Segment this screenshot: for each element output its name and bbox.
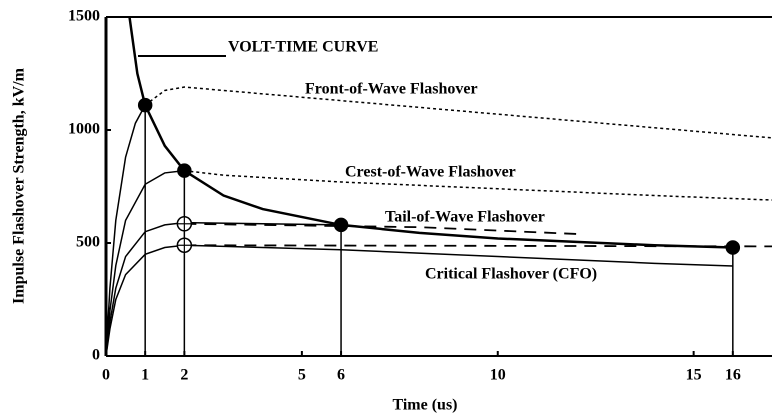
series-line [105,221,342,357]
series-line [184,244,772,248]
annotation: VOLT-TIME CURVE [228,39,378,56]
annotation: Front-of-Wave Flashover [305,81,478,98]
x-axis-label: Time (us) [392,397,457,414]
series-line [144,86,772,139]
annotation: Critical Flashover (CFO) [425,266,597,283]
y-tick-label: 1500 [68,8,100,25]
x-tick-label: 6 [337,367,345,384]
marker [333,217,349,233]
y-tick-label: 500 [76,234,100,251]
marker [725,240,741,255]
x-tick-label: 15 [686,367,702,384]
y-tick-label: 1000 [68,121,100,138]
x-tick-label: 10 [490,367,506,384]
series-line [105,169,185,357]
x-tick-label: 5 [298,367,306,384]
y-axis-label: Impulse Flashover Strength, kV/m [11,67,28,304]
marker [137,97,153,113]
series-line [105,244,733,357]
y-tick-label: 0 [92,347,100,364]
x-tick-label: 16 [725,367,741,384]
annotation: Crest-of-Wave Flashover [345,164,516,181]
x-tick-label: 1 [141,367,149,384]
series-line [184,169,772,201]
marker [177,163,192,178]
x-tick-label: 2 [180,367,188,384]
x-tick-label: 0 [102,367,110,384]
annotation: Tail-of-Wave Flashover [385,209,545,226]
series-line [105,104,146,357]
